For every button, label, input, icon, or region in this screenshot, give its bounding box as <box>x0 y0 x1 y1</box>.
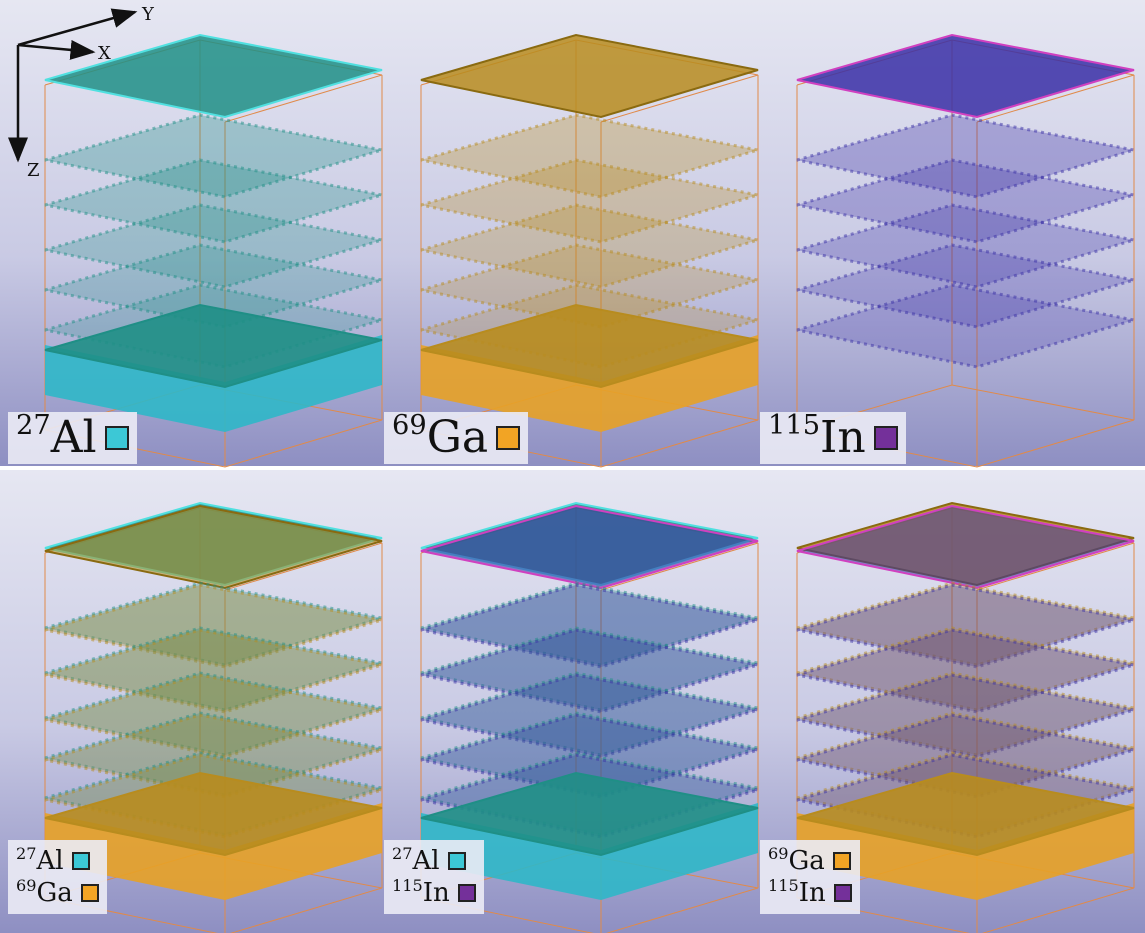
element-symbol: In <box>423 880 450 906</box>
axis-label: Y <box>141 4 155 25</box>
mass-number: 27 <box>16 846 37 862</box>
element-symbol: Ga <box>427 416 488 460</box>
figure: Y X Z <box>0 0 1145 933</box>
color-swatch <box>833 852 851 870</box>
color-swatch <box>834 884 852 902</box>
mass-number: 115 <box>768 878 799 894</box>
mass-number: 115 <box>392 878 423 894</box>
color-swatch <box>448 852 466 870</box>
page: {"axes": {"y": "Y", "x": "X", "z": "Z"},… <box>0 0 1145 933</box>
mass-number: 115 <box>768 412 820 439</box>
color-swatch <box>72 852 90 870</box>
element-symbol: Al <box>37 848 64 874</box>
mass-number: 27 <box>392 846 413 862</box>
element-symbol: Ga <box>37 880 73 906</box>
axis-label: X <box>98 43 111 64</box>
element-symbol: In <box>799 880 826 906</box>
mass-number: 69 <box>392 412 427 439</box>
color-swatch <box>105 426 129 450</box>
element-symbol: Al <box>51 416 97 460</box>
color-swatch <box>81 884 99 902</box>
color-swatch <box>874 426 898 450</box>
axis-label: Z <box>27 160 40 181</box>
mass-number: 69 <box>16 878 37 894</box>
element-symbol: Al <box>413 848 440 874</box>
element-symbol: In <box>820 416 866 460</box>
element-symbol: Ga <box>789 848 825 874</box>
color-swatch <box>496 426 520 450</box>
mass-number: 69 <box>768 846 789 862</box>
mass-number: 27 <box>16 412 51 439</box>
color-swatch <box>458 884 476 902</box>
